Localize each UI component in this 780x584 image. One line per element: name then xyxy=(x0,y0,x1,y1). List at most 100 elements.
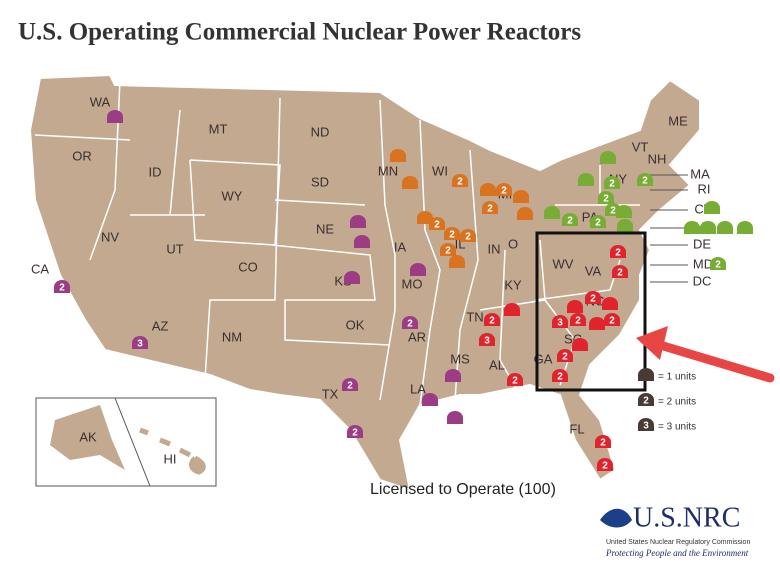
reactor-icon xyxy=(595,435,611,448)
reactor-icon xyxy=(447,411,463,424)
state-label: MD xyxy=(693,256,713,271)
legend-label: = 1 units xyxy=(658,372,696,383)
state-label: O xyxy=(508,236,518,251)
unit-count: 3 xyxy=(137,339,143,350)
reactor-icon xyxy=(610,245,626,258)
unit-count: 2 xyxy=(557,372,563,383)
state-label: WI xyxy=(432,163,448,178)
state-label: CO xyxy=(238,259,258,274)
state-label: ME xyxy=(668,113,688,128)
reactor-icon xyxy=(557,349,573,362)
unit-count: 2 xyxy=(407,319,413,330)
state-label: MN xyxy=(378,163,398,178)
reactor-icon xyxy=(589,317,605,330)
legend-label: = 3 units xyxy=(658,422,696,433)
logo-name: U.S.NRC xyxy=(633,502,740,533)
legend-label: = 2 units xyxy=(658,397,696,408)
caption: Licensed to Operate (100) xyxy=(370,481,556,498)
unit-count: 2 xyxy=(457,177,463,188)
highlight-box xyxy=(535,231,647,392)
unit-count: 3 xyxy=(643,421,649,432)
reactor-icon xyxy=(507,373,523,386)
unit-count: 2 xyxy=(562,352,568,363)
state-borders xyxy=(34,79,640,406)
reactor-icon xyxy=(402,176,418,189)
reactor-icon xyxy=(638,368,654,381)
reactor-icon xyxy=(616,205,632,218)
reactor-icon xyxy=(452,174,468,187)
unit-count: 2 xyxy=(610,206,616,217)
unit-count: 2 xyxy=(609,316,615,327)
state-label: TX xyxy=(322,386,339,401)
reactor-icon xyxy=(484,313,500,326)
unit-count: 3 xyxy=(557,318,563,329)
title: U.S. Operating Commercial Nuclear Power … xyxy=(18,19,581,46)
unit-count: 2 xyxy=(434,220,440,231)
unit-count: 2 xyxy=(501,186,507,197)
state-label: VA xyxy=(585,263,602,278)
reactor-icon xyxy=(344,271,360,284)
reactor-icon xyxy=(410,263,426,276)
reactor-icon xyxy=(422,393,438,406)
unit-count: 2 xyxy=(512,376,518,387)
unit-count: 2 xyxy=(595,218,601,229)
unit-count: 2 xyxy=(567,216,573,227)
state-label: MA xyxy=(690,166,710,181)
reactor-icon xyxy=(717,221,733,234)
unit-count: 2 xyxy=(445,246,451,257)
reactor-icon xyxy=(449,255,465,268)
state-label: LA xyxy=(410,381,426,396)
unit-count: 3 xyxy=(484,336,490,347)
unit-count: 2 xyxy=(449,230,455,241)
state-label: ND xyxy=(311,124,330,139)
reactor-icon xyxy=(612,265,628,278)
state-label: ID xyxy=(149,164,162,179)
reactor-icon xyxy=(479,333,495,346)
unit-count: 2 xyxy=(352,428,358,439)
reactor-icon xyxy=(347,425,363,438)
logo-line1: United States Nuclear Regulatory Commiss… xyxy=(606,539,750,546)
state-label: DC xyxy=(693,273,712,288)
reactor-icon xyxy=(600,151,616,164)
state-label: NE xyxy=(316,221,334,236)
reactor-icon xyxy=(638,418,654,431)
reactor-icon xyxy=(354,235,370,248)
arrow-shaft xyxy=(655,340,775,383)
state-label: IL xyxy=(455,236,466,251)
reactor-icon xyxy=(578,173,594,186)
reactor-icon xyxy=(684,221,700,234)
state-label: NV xyxy=(101,229,119,244)
reactor-icon xyxy=(107,110,123,123)
reactor-icon xyxy=(496,183,512,196)
unit-count: 2 xyxy=(615,248,621,259)
state-label: FL xyxy=(569,421,584,436)
alaska xyxy=(50,405,125,470)
state-label: MT xyxy=(209,121,228,136)
unit-count: 2 xyxy=(465,232,471,243)
reactor-icon xyxy=(504,303,520,316)
state-label: IA xyxy=(394,239,407,254)
state-label: NM xyxy=(222,329,242,344)
reactor-icon xyxy=(700,221,716,234)
reactor-icon xyxy=(429,217,445,230)
reactor-icon xyxy=(562,213,578,226)
reactor-icon xyxy=(480,183,496,196)
reactor-icon xyxy=(390,149,406,162)
state-label: VT xyxy=(632,139,649,154)
state-label: KY xyxy=(504,277,522,292)
unit-count: 2 xyxy=(715,260,721,271)
reactor-icon xyxy=(604,313,620,326)
state-label: WA xyxy=(90,94,111,109)
state-label: HI xyxy=(164,451,177,466)
state-label: WY xyxy=(222,188,243,203)
reactor-icon xyxy=(590,215,606,228)
state-label: AL xyxy=(489,357,505,372)
unit-count: 2 xyxy=(487,204,493,215)
reactor-icon xyxy=(444,227,460,240)
unit-count: 2 xyxy=(347,381,353,392)
reactor-icon xyxy=(585,291,601,304)
state-label: IN xyxy=(488,241,501,256)
reactor-icon xyxy=(552,369,568,382)
reactor-icon xyxy=(517,207,533,220)
